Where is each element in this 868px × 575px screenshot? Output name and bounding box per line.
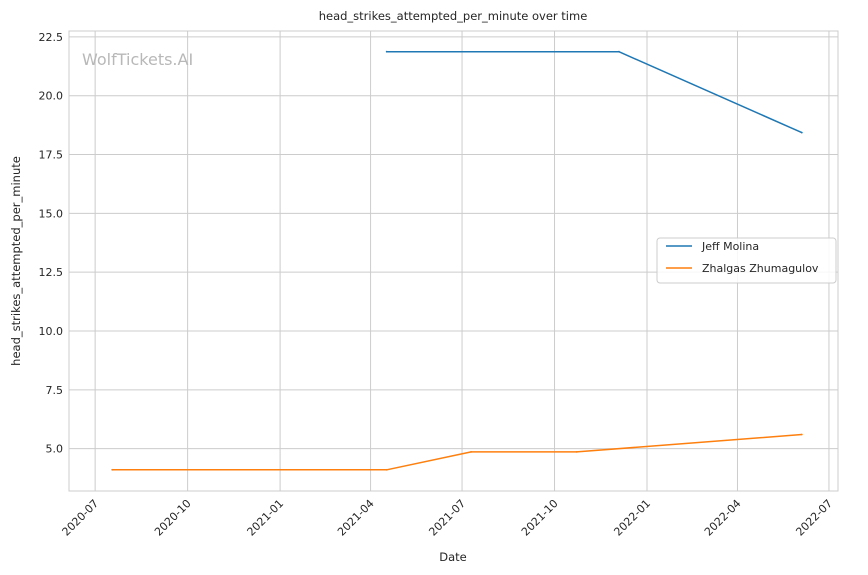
y-tick-label: 20.0 — [39, 90, 64, 103]
data-point-zhalgas-zhumagulov — [470, 451, 472, 453]
data-point-jeff-molina — [385, 50, 388, 53]
x-tick-label: 2022-01 — [611, 497, 653, 539]
x-tick-label: 2021-04 — [335, 497, 377, 539]
legend-label-zhalgas-zhumagulov: Zhalgas Zhumagulov — [702, 262, 819, 275]
y-tick-label: 7.5 — [46, 384, 64, 397]
x-tick-label: 2020-10 — [152, 497, 194, 539]
y-axis-ticks: 5.0 7.5 10.0 12.5 15.0 17.5 20.0 22.5 — [39, 31, 64, 456]
data-point-zhalgas-zhumagulov — [385, 468, 388, 471]
x-tick-label: 2022-04 — [702, 497, 744, 539]
x-axis-label: Date — [439, 550, 467, 564]
x-tick-label: 2021-10 — [519, 497, 561, 539]
x-axis-ticks: 2020-07 2020-10 2021-01 2021-04 2021-07 2021-… — [60, 497, 836, 539]
grid-lines — [69, 31, 838, 491]
data-point-zhalgas-zhumagulov — [575, 451, 578, 453]
data-point-jeff-molina — [618, 50, 620, 53]
legend-label-jeff-molina: Jeff Molina — [701, 240, 759, 253]
x-tick-label: 2020-07 — [60, 497, 102, 539]
y-tick-label: 17.5 — [39, 149, 64, 162]
y-tick-label: 15.0 — [39, 207, 64, 220]
chart-title: head_strikes_attempted_per_minute over t… — [319, 9, 588, 23]
y-tick-label: 10.0 — [39, 325, 64, 338]
x-tick-label: 2022-07 — [793, 497, 835, 539]
y-tick-label: 5.0 — [46, 443, 64, 456]
x-tick-label: 2021-07 — [426, 497, 468, 539]
legend: Jeff Molina Zhalgas Zhumagulov — [656, 237, 837, 284]
data-point-jeff-molina — [800, 131, 803, 134]
data-point-zhalgas-zhumagulov — [800, 433, 803, 436]
x-tick-label: 2021-01 — [245, 497, 287, 539]
data-point-zhalgas-zhumagulov — [111, 468, 114, 471]
series-layer — [111, 50, 803, 471]
legend-box — [656, 237, 837, 284]
y-axis-label: head_strikes_attempted_per_minute — [9, 156, 23, 366]
watermark: WolfTickets.AI — [82, 50, 193, 69]
y-tick-label: 22.5 — [39, 31, 64, 44]
y-tick-label: 12.5 — [39, 266, 64, 279]
